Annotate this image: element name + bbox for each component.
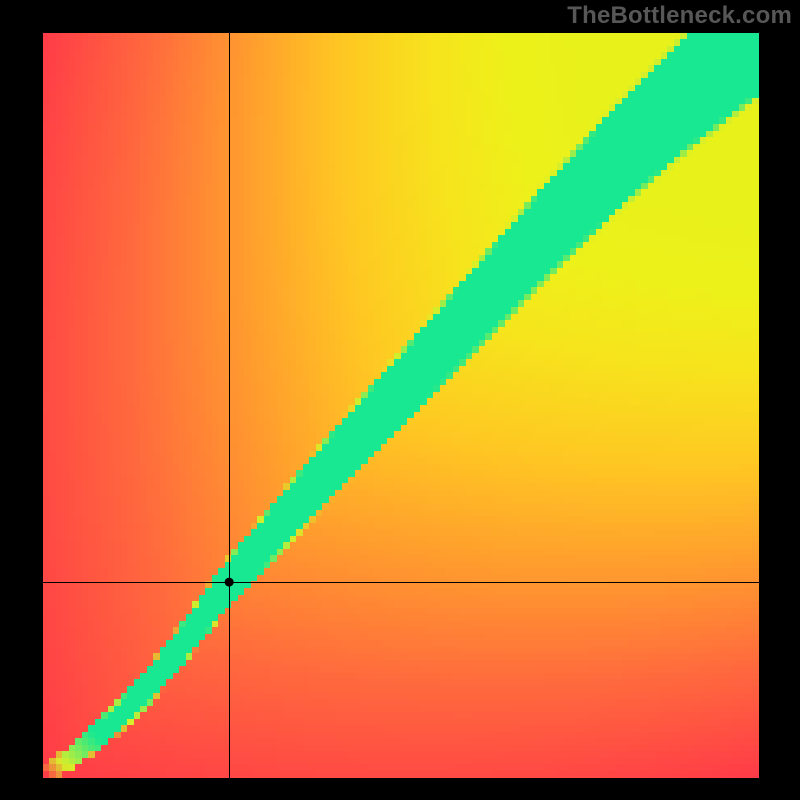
- crosshair-point: [43, 33, 759, 778]
- plot-area: [43, 33, 759, 778]
- watermark-text: TheBottleneck.com: [567, 2, 792, 30]
- chart-frame: TheBottleneck.com: [0, 0, 800, 800]
